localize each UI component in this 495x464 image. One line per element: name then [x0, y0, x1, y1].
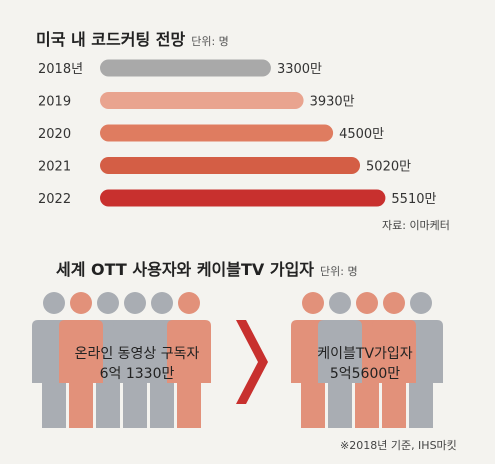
group-name-ott: 온라인 동영상 구독자 — [74, 346, 200, 362]
value-label: 3300만 — [277, 62, 322, 77]
group-value-ott: 6억 1330만 — [99, 366, 175, 382]
value-label: 5020만 — [366, 160, 411, 175]
person-icon — [167, 292, 211, 428]
group-name-cable: 케이블TV가입자 — [317, 346, 413, 362]
category-label: 2018년 — [38, 62, 83, 77]
bar — [100, 189, 386, 207]
person-icon — [318, 292, 362, 428]
chart2-footnote: ※2018년 기준, IHS마킷 — [340, 439, 457, 452]
person-icon — [113, 292, 157, 428]
group-value-cable: 5억5600만 — [329, 366, 401, 382]
value-label: 4500만 — [339, 127, 384, 142]
person-icon — [372, 292, 416, 428]
category-label: 2021 — [38, 160, 71, 175]
chart2-title: 세계 OTT 사용자와 케이블TV 가입자 단위: 명 — [56, 256, 358, 280]
chart1-title: 미국 내 코드커팅 전망 단위: 명 — [36, 26, 229, 50]
category-label: 2019 — [38, 95, 71, 110]
bar — [100, 59, 271, 77]
chart2-title-text: 세계 OTT 사용자와 케이블TV 가입자 — [56, 260, 315, 279]
bar — [100, 92, 304, 109]
chart2-unit: 단위: 명 — [320, 265, 358, 278]
category-label: 2020 — [38, 127, 71, 142]
chevron-right-icon — [236, 320, 268, 404]
value-label: 3930만 — [310, 95, 355, 110]
group-label-cable: 케이블TV가입자 5억5600만 — [290, 344, 440, 384]
value-label: 5510만 — [391, 192, 436, 207]
category-label: 2022 — [38, 192, 71, 207]
chart1-unit: 단위: 명 — [191, 35, 229, 48]
bar — [100, 157, 361, 174]
chart1-title-text: 미국 내 코드커팅 전망 — [36, 30, 186, 49]
chart1-source: 자료: 이마케터 — [382, 219, 450, 232]
bar — [100, 124, 334, 142]
bar-chart: 2018년 3300만 2019 3930만 2020 4500만 2021 5020만 202… — [38, 59, 437, 207]
group-label-ott: 온라인 동영상 구독자 6억 1330만 — [62, 344, 212, 384]
person-icon — [59, 292, 103, 428]
